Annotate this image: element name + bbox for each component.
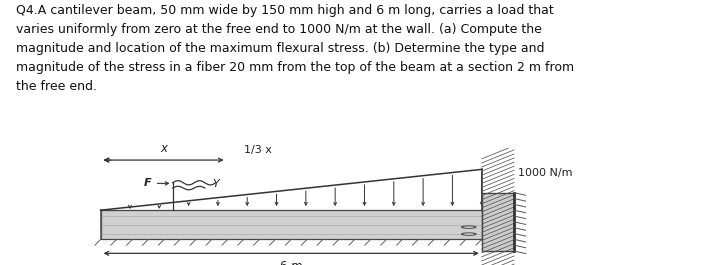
Text: 1000 N/m: 1000 N/m [518,168,572,178]
Circle shape [462,226,476,228]
Text: Q4.A cantilever beam, 50 mm wide by 150 mm high and 6 m long, carries a load tha: Q4.A cantilever beam, 50 mm wide by 150 … [16,5,574,94]
Bar [482,193,514,251]
Text: x: x [160,142,167,155]
Text: F: F [143,178,151,188]
Circle shape [462,233,476,235]
Text: 6 m: 6 m [280,260,303,265]
Bar [101,210,482,239]
Text: Y: Y [212,179,219,189]
Text: 1/3 x: 1/3 x [244,145,273,155]
